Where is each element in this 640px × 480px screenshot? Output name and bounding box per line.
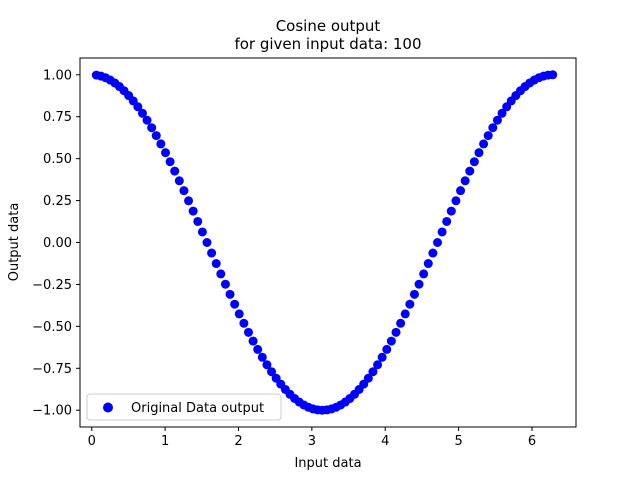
x-tick-label: 0 bbox=[88, 434, 96, 449]
data-point bbox=[239, 318, 249, 328]
data-point bbox=[373, 360, 383, 370]
data-points bbox=[91, 70, 558, 415]
data-point bbox=[497, 108, 507, 118]
data-point bbox=[248, 336, 258, 346]
legend: Original Data output bbox=[86, 393, 282, 421]
data-point bbox=[211, 259, 221, 269]
y-tick-label: 0.50 bbox=[43, 152, 72, 167]
data-point bbox=[409, 289, 419, 299]
data-point bbox=[474, 148, 484, 158]
data-point bbox=[207, 248, 217, 258]
data-point bbox=[188, 206, 198, 216]
data-point bbox=[193, 216, 203, 226]
chart-title: Cosine output bbox=[276, 17, 381, 35]
data-point bbox=[174, 176, 184, 186]
y-tick-label: −0.50 bbox=[32, 320, 72, 335]
plot-frame bbox=[79, 57, 577, 428]
y-tick-label: 0.00 bbox=[43, 236, 72, 251]
data-point bbox=[483, 131, 493, 141]
data-point bbox=[386, 336, 396, 346]
data-point bbox=[382, 344, 392, 354]
legend-marker bbox=[103, 402, 113, 413]
x-tick-label: 2 bbox=[234, 434, 242, 449]
data-point bbox=[442, 216, 452, 226]
data-point bbox=[253, 344, 263, 354]
x-axis-ticks: 0 1 2 3 4 5 6 bbox=[88, 427, 536, 449]
data-point bbox=[216, 269, 226, 279]
y-axis-label: Output data bbox=[7, 203, 22, 282]
legend-box bbox=[86, 393, 282, 421]
data-point bbox=[202, 238, 212, 247]
data-point bbox=[262, 360, 272, 370]
data-point bbox=[488, 123, 498, 133]
data-point bbox=[377, 352, 387, 362]
x-tick-label: 5 bbox=[454, 434, 462, 449]
data-point bbox=[225, 289, 235, 299]
data-point bbox=[456, 186, 466, 196]
data-point bbox=[234, 309, 244, 319]
data-point bbox=[391, 327, 401, 337]
data-point bbox=[465, 166, 475, 176]
data-point bbox=[170, 166, 180, 176]
data-point bbox=[156, 139, 166, 149]
x-axis-label: Input data bbox=[294, 456, 361, 471]
y-tick-label: −0.75 bbox=[32, 362, 72, 377]
data-point bbox=[184, 196, 194, 206]
data-point bbox=[400, 309, 410, 319]
data-point bbox=[220, 279, 230, 289]
data-point bbox=[161, 148, 171, 158]
data-point bbox=[133, 102, 143, 112]
data-point bbox=[165, 157, 175, 167]
data-point bbox=[151, 131, 161, 141]
data-point bbox=[433, 238, 443, 247]
x-tick-label: 6 bbox=[528, 434, 536, 449]
data-point bbox=[446, 206, 456, 216]
data-point bbox=[469, 157, 479, 167]
y-tick-label: 0.25 bbox=[43, 194, 72, 209]
data-point bbox=[230, 299, 240, 309]
data-point bbox=[147, 123, 157, 133]
legend-label: Original Data output bbox=[131, 401, 264, 416]
data-point bbox=[396, 318, 406, 328]
data-point bbox=[257, 352, 267, 362]
x-tick-label: 4 bbox=[381, 434, 389, 449]
data-point bbox=[197, 227, 207, 237]
data-point bbox=[243, 327, 253, 337]
data-point bbox=[451, 196, 461, 206]
data-point bbox=[142, 115, 152, 125]
data-point bbox=[479, 139, 489, 149]
data-point bbox=[414, 279, 424, 289]
data-point bbox=[460, 176, 470, 186]
data-point bbox=[368, 367, 378, 377]
data-point bbox=[423, 259, 433, 269]
data-point bbox=[419, 269, 429, 279]
data-point bbox=[437, 227, 447, 237]
data-point bbox=[492, 115, 502, 125]
chart-subtitle: for given input data: 100 bbox=[234, 35, 421, 53]
x-tick-label: 3 bbox=[308, 434, 316, 449]
y-tick-label: −0.25 bbox=[32, 278, 72, 293]
data-point bbox=[363, 373, 373, 383]
y-tick-label: 1.00 bbox=[43, 68, 72, 83]
data-point bbox=[267, 367, 277, 377]
data-point bbox=[405, 299, 415, 309]
y-axis-ticks: −1.00 −0.75 −0.50 −0.25 0.00 0.25 0.50 0.75 1.00 bbox=[32, 68, 80, 419]
data-point bbox=[548, 70, 558, 80]
data-point bbox=[428, 248, 438, 258]
x-tick-label: 1 bbox=[161, 434, 169, 449]
data-point bbox=[137, 108, 147, 118]
data-point bbox=[179, 186, 189, 196]
y-tick-label: −1.00 bbox=[32, 404, 72, 419]
y-tick-label: 0.75 bbox=[43, 110, 72, 125]
